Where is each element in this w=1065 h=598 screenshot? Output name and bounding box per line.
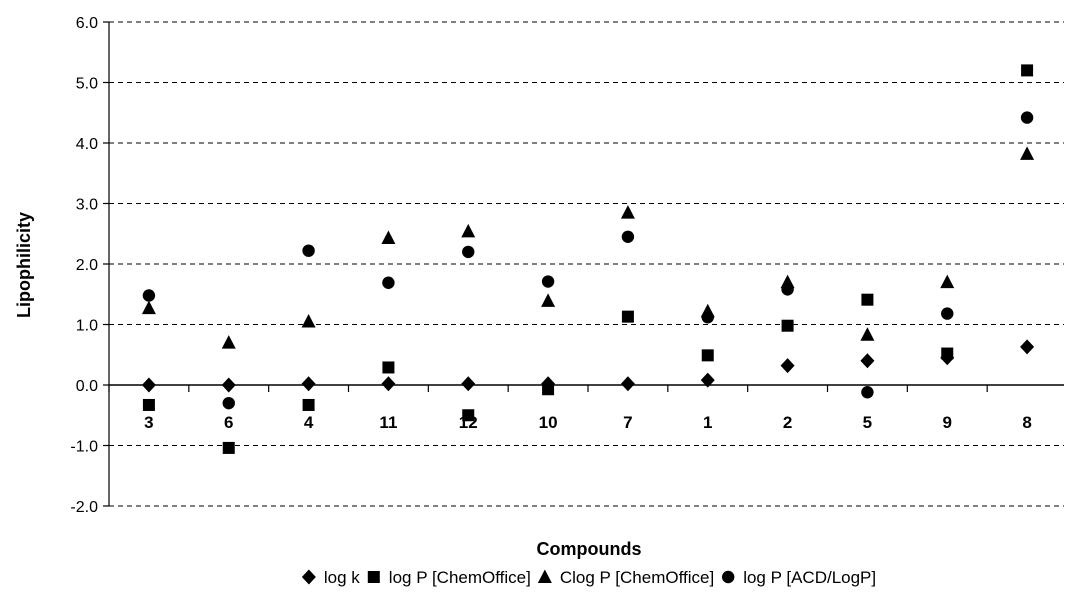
circle-point [302, 244, 315, 257]
square-point [382, 361, 395, 374]
legend-label: Clog P [ChemOffice] [560, 568, 714, 587]
gridlines [109, 21, 1064, 507]
legend-label: log P [ACD/LogP] [743, 568, 876, 587]
x-tick-label: 3 [144, 413, 153, 432]
legend-label: log P [ChemOffice] [389, 568, 531, 587]
series-square [142, 64, 1034, 454]
y-tick-label: 4.0 [76, 136, 98, 153]
circle-point [462, 245, 475, 259]
x-axis: 3 6 4 11 12 10 7 1 2 5 9 8 [108, 384, 1064, 432]
x-tick-label: 4 [304, 413, 314, 432]
circle-point [222, 396, 235, 410]
triangle-point [541, 293, 556, 307]
legend-items: log k log P [ChemOffice] Clog P [ChemOffic… [301, 568, 876, 587]
diamond-point [780, 358, 795, 374]
circle-point [621, 230, 635, 243]
x-axis-title: Compounds [537, 539, 642, 559]
legend-triangle-icon [537, 569, 552, 583]
x-tick-label: 10 [539, 413, 558, 432]
y-axis: -2.0 -1.0 0.0 1.0 2.0 3.0 4.0 5.0 6.0 [70, 15, 110, 516]
y-tick-label: 0.0 [76, 378, 98, 395]
diamond-point [461, 376, 476, 392]
triangle-point [141, 300, 156, 315]
square-point [861, 293, 874, 306]
y-tick-label: 2.0 [76, 257, 98, 274]
legend-item: Clog P [ChemOffice] [537, 568, 714, 587]
diamond-point [700, 372, 715, 388]
y-tick-label: -1.0 [70, 439, 98, 456]
diamond-point [860, 353, 875, 369]
x-tick-label: 5 [863, 413, 872, 432]
diamond-point [381, 376, 396, 392]
series-circle [142, 111, 1034, 410]
legend-diamond-icon [301, 569, 316, 585]
diamond-point [141, 377, 156, 393]
x-tick-label: 11 [379, 413, 397, 432]
square-point [302, 398, 315, 411]
y-tick-label: 5.0 [76, 76, 98, 93]
square-point [781, 319, 794, 332]
circle-point [701, 311, 714, 324]
square-point [621, 310, 634, 323]
triangle-point [381, 230, 396, 244]
legend-circle-icon [721, 570, 735, 584]
triangle-point [301, 313, 316, 328]
square-point [941, 347, 954, 360]
triangle-point [221, 335, 236, 349]
y-axis-title: Lipophilicity [14, 212, 34, 318]
diamond-point [221, 377, 236, 393]
legend-label: log k [324, 568, 360, 587]
triangle-point [1020, 146, 1035, 160]
legend-square-icon [367, 571, 380, 583]
data-points [141, 64, 1035, 454]
x-tick-label: 8 [1022, 413, 1031, 432]
circle-point [861, 386, 874, 399]
x-tick-label: 2 [783, 413, 792, 432]
triangle-point [461, 223, 476, 238]
circle-point [781, 283, 794, 296]
legend-item: log P [ACD/LogP] [721, 568, 876, 587]
y-tick-label: 3.0 [76, 197, 98, 214]
square-point [222, 441, 235, 454]
y-tick-label: -2.0 [70, 499, 98, 516]
square-point [542, 383, 555, 396]
x-tick-label: 9 [943, 413, 952, 432]
circle-point [142, 289, 156, 302]
legend-item: log P [ChemOffice] [367, 568, 531, 587]
triangle-point [620, 205, 635, 219]
circle-point [541, 275, 555, 288]
square-point [701, 349, 714, 362]
circle-point [382, 276, 395, 289]
square-point [1021, 64, 1034, 77]
diamond-point [1020, 339, 1035, 355]
triangle-point [860, 327, 875, 341]
x-tick-label: 7 [623, 413, 632, 432]
series-triangle [141, 146, 1035, 349]
square-point [142, 398, 155, 411]
circle-point [1020, 111, 1034, 124]
diamond-point [620, 376, 635, 392]
triangle-point [940, 274, 955, 289]
legend-item: log k [301, 568, 360, 587]
x-tick-label: 6 [224, 413, 233, 432]
x-tick-label: 1 [703, 413, 712, 432]
circle-point [941, 307, 954, 320]
diamond-point [301, 376, 316, 392]
legend: log k log P [ChemOffice] Clog P [ChemOffic… [301, 568, 876, 587]
square-point [462, 409, 475, 422]
y-tick-label: 1.0 [76, 318, 98, 335]
y-tick-label: 6.0 [76, 15, 98, 32]
